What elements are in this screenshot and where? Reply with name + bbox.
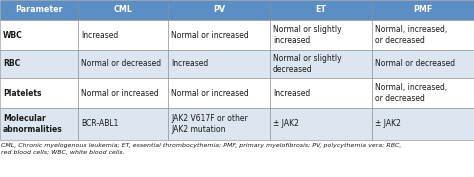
- Bar: [78, 20, 168, 50]
- Bar: [270, 20, 372, 50]
- Bar: [270, 78, 372, 108]
- Bar: [168, 78, 270, 108]
- Text: PV: PV: [213, 5, 225, 15]
- Bar: [372, 78, 474, 108]
- Text: Increased: Increased: [81, 30, 118, 39]
- Text: ± JAK2: ± JAK2: [375, 119, 401, 129]
- Text: red blood cells; WBC, white blood cells.: red blood cells; WBC, white blood cells.: [1, 150, 125, 155]
- Bar: [0, 50, 78, 78]
- Bar: [78, 50, 168, 78]
- Text: Normal or decreased: Normal or decreased: [81, 59, 161, 68]
- Text: Normal or increased: Normal or increased: [81, 88, 159, 98]
- Text: Increased: Increased: [273, 88, 310, 98]
- Bar: [168, 0, 270, 20]
- Text: JAK2 V617F or other
JAK2 mutation: JAK2 V617F or other JAK2 mutation: [171, 114, 248, 134]
- Bar: [270, 108, 372, 140]
- Text: PMF: PMF: [413, 5, 433, 15]
- Text: Platelets: Platelets: [3, 88, 42, 98]
- Text: Normal or slightly
increased: Normal or slightly increased: [273, 25, 342, 45]
- Text: Molecular
abnormalities: Molecular abnormalities: [3, 114, 63, 134]
- Bar: [372, 0, 474, 20]
- Bar: [168, 50, 270, 78]
- Bar: [0, 0, 78, 20]
- Text: ± JAK2: ± JAK2: [273, 119, 299, 129]
- Text: WBC: WBC: [3, 30, 23, 39]
- Text: Normal or slightly
decreased: Normal or slightly decreased: [273, 54, 342, 74]
- Bar: [372, 108, 474, 140]
- Text: Normal or increased: Normal or increased: [171, 30, 249, 39]
- Text: BCR-ABL1: BCR-ABL1: [81, 119, 118, 129]
- Text: Normal or decreased: Normal or decreased: [375, 59, 455, 68]
- Bar: [168, 108, 270, 140]
- Bar: [78, 78, 168, 108]
- Bar: [372, 50, 474, 78]
- Bar: [0, 20, 78, 50]
- Bar: [270, 0, 372, 20]
- Text: Normal or increased: Normal or increased: [171, 88, 249, 98]
- Bar: [372, 20, 474, 50]
- Text: ET: ET: [316, 5, 327, 15]
- Bar: [168, 20, 270, 50]
- Bar: [270, 50, 372, 78]
- Text: Normal, increased,
or decreased: Normal, increased, or decreased: [375, 83, 447, 103]
- Text: Parameter: Parameter: [15, 5, 63, 15]
- Text: Increased: Increased: [171, 59, 208, 68]
- Bar: [0, 78, 78, 108]
- Text: RBC: RBC: [3, 59, 20, 68]
- Text: Normal, increased,
or decreased: Normal, increased, or decreased: [375, 25, 447, 45]
- Bar: [78, 108, 168, 140]
- Bar: [78, 0, 168, 20]
- Bar: [0, 108, 78, 140]
- Text: CML, Chronic myelogenous leukemia; ET, essential thrombocythemia; PMF, primary m: CML, Chronic myelogenous leukemia; ET, e…: [1, 143, 401, 148]
- Text: CML: CML: [113, 5, 133, 15]
